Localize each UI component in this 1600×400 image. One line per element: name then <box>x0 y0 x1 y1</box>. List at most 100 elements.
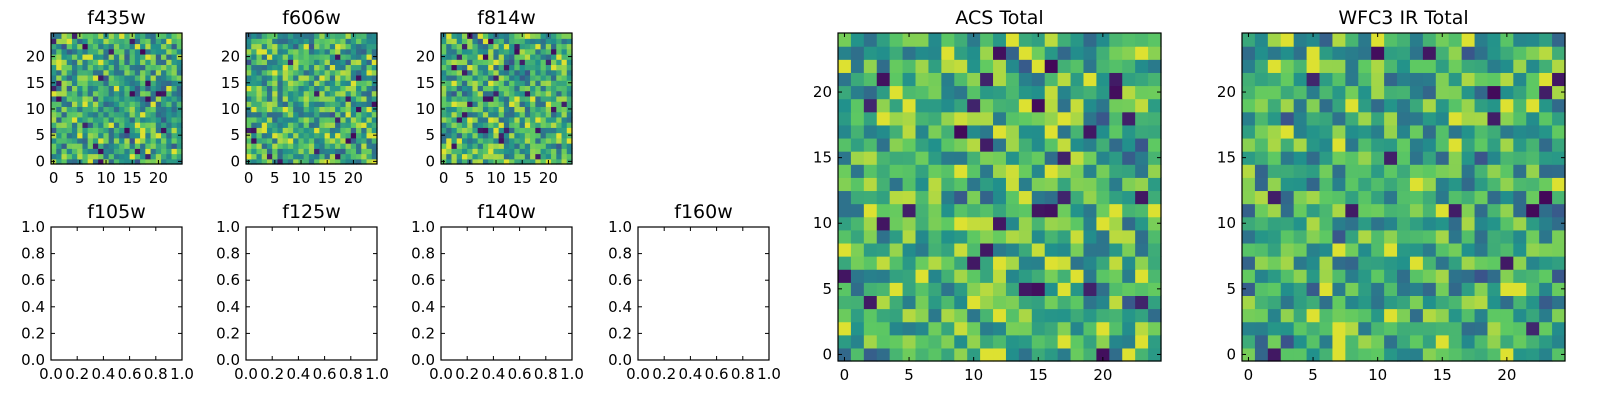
heatmap-cell <box>61 122 68 128</box>
heatmap-cell <box>1096 137 1110 152</box>
heatmap-cell <box>319 111 326 118</box>
heatmap-cell <box>166 101 173 107</box>
heatmap-cell <box>928 308 942 323</box>
heatmap-cell <box>261 158 268 165</box>
heatmap-cell <box>503 43 510 50</box>
heatmap-cell <box>902 164 917 178</box>
heatmap-cell <box>150 64 157 71</box>
heatmap-cell <box>98 127 104 134</box>
heatmap-cell <box>1135 137 1149 152</box>
heatmap-cell <box>119 33 125 39</box>
heatmap-cell <box>1135 98 1149 113</box>
heatmap-cell <box>145 122 152 128</box>
heatmap-cell <box>477 101 484 107</box>
heatmap-cell <box>350 122 357 128</box>
heatmap-cell <box>1306 203 1321 218</box>
heatmap-cell <box>166 127 173 134</box>
heatmap-cell <box>51 59 57 66</box>
heatmap-cell <box>1267 164 1282 178</box>
heatmap-cell <box>324 132 331 139</box>
heatmap-cell <box>1526 229 1540 244</box>
heatmap-cell <box>293 59 299 66</box>
heatmap-cell <box>509 111 515 118</box>
heatmap-cell <box>876 190 891 205</box>
heatmap-cell <box>566 59 573 66</box>
heatmap-cell <box>889 137 904 152</box>
heatmap-cell <box>66 80 73 86</box>
heatmap-cell <box>1109 242 1123 257</box>
heatmap-cell <box>838 203 852 218</box>
heatmap-cell <box>561 48 568 55</box>
heatmap-cell <box>98 85 104 92</box>
heatmap-cell <box>456 101 463 107</box>
heatmap-cell <box>340 111 347 118</box>
heatmap-cell <box>889 164 904 178</box>
x-tick-label: 0.0 <box>39 365 63 383</box>
heatmap-cell <box>551 59 557 66</box>
heatmap-cell <box>119 59 125 66</box>
heatmap-cell <box>266 59 273 66</box>
heatmap-cell <box>1474 229 1489 244</box>
heatmap-cell <box>140 95 146 102</box>
heatmap-cell <box>941 242 955 257</box>
heatmap-cell <box>1135 347 1149 362</box>
heatmap-cell <box>1109 203 1123 218</box>
heatmap-cell <box>902 334 917 349</box>
heatmap-cell <box>119 90 125 97</box>
heatmap-cell <box>282 101 289 107</box>
heatmap-cell <box>1332 321 1346 336</box>
heatmap-cell <box>967 269 981 283</box>
heatmap-cell <box>1306 256 1321 270</box>
heatmap-cell <box>1242 46 1256 60</box>
heatmap-cell <box>1487 177 1501 192</box>
heatmap-cell <box>161 95 167 102</box>
heatmap-cell <box>150 33 157 39</box>
heatmap-cell <box>1267 111 1282 126</box>
heatmap-cell <box>545 106 552 113</box>
heatmap-cell <box>61 95 68 102</box>
heatmap-cell <box>266 53 273 60</box>
heatmap-cell <box>298 85 305 92</box>
heatmap-cell <box>967 295 981 310</box>
heatmap-cell <box>482 106 489 113</box>
heatmap-cell <box>92 122 99 128</box>
heatmap-cell <box>176 101 183 107</box>
heatmap-cell <box>371 137 378 144</box>
heatmap-cell <box>1448 59 1463 73</box>
heatmap-cell <box>509 132 515 139</box>
heatmap-cell <box>441 122 447 128</box>
heatmap-cell <box>277 85 284 92</box>
heatmap-cell <box>113 132 120 139</box>
heatmap-cell <box>1500 137 1514 152</box>
heatmap-cell <box>503 64 510 71</box>
heatmap-cell <box>928 347 942 362</box>
heatmap-cell <box>1474 124 1489 139</box>
heatmap-cell <box>941 46 955 60</box>
heatmap-cell <box>467 153 474 160</box>
heatmap-cell <box>488 116 494 123</box>
heatmap-cell <box>1371 33 1385 47</box>
heatmap-cell <box>266 148 273 155</box>
heatmap-cell <box>954 46 968 60</box>
heatmap-cell <box>1135 242 1149 257</box>
heatmap-cell <box>1422 216 1437 231</box>
heatmap-cell <box>503 132 510 139</box>
heatmap-cell <box>1083 229 1097 244</box>
heatmap-cell <box>1552 98 1566 113</box>
heatmap-cell <box>272 38 279 45</box>
heatmap-cell <box>77 111 84 118</box>
y-tick-label: 0.8 <box>608 245 632 263</box>
heatmap-cell <box>66 101 73 107</box>
y-tick-label: 15 <box>416 74 435 92</box>
heatmap-cell <box>266 69 273 76</box>
heatmap-cell <box>155 127 162 134</box>
heatmap-cell <box>251 137 258 144</box>
heatmap-cell <box>61 48 68 55</box>
heatmap-cell <box>509 48 515 55</box>
heatmap-cell <box>530 143 536 149</box>
heatmap-cell <box>850 256 865 270</box>
heatmap-cell <box>1005 72 1020 87</box>
heatmap-cell <box>1397 308 1411 323</box>
heatmap-cell <box>1293 242 1308 257</box>
heatmap-cell <box>1332 151 1346 165</box>
